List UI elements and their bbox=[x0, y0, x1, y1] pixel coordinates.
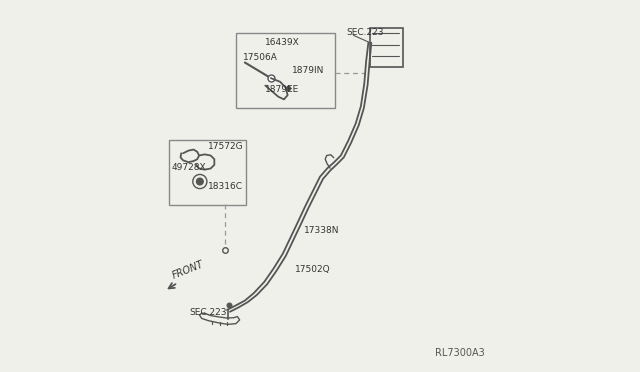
Text: SEC.223: SEC.223 bbox=[189, 308, 227, 317]
Text: FRONT: FRONT bbox=[170, 259, 205, 281]
Bar bbox=[170, 140, 246, 205]
Text: SEC.223: SEC.223 bbox=[347, 28, 384, 37]
Text: 17572G: 17572G bbox=[209, 142, 244, 151]
Text: RL7300A3: RL7300A3 bbox=[435, 348, 484, 358]
Text: 17338N: 17338N bbox=[305, 226, 340, 235]
Circle shape bbox=[196, 178, 203, 185]
Text: 1879EE: 1879EE bbox=[265, 85, 299, 94]
Text: 16439X: 16439X bbox=[266, 38, 300, 47]
Text: 49728X: 49728X bbox=[172, 163, 206, 172]
Text: 1879IN: 1879IN bbox=[292, 66, 324, 75]
Text: 18316C: 18316C bbox=[209, 182, 243, 190]
Text: 17502Q: 17502Q bbox=[294, 265, 330, 274]
Bar bbox=[236, 33, 335, 108]
Bar bbox=[370, 28, 403, 67]
Text: 17506A: 17506A bbox=[243, 53, 278, 62]
